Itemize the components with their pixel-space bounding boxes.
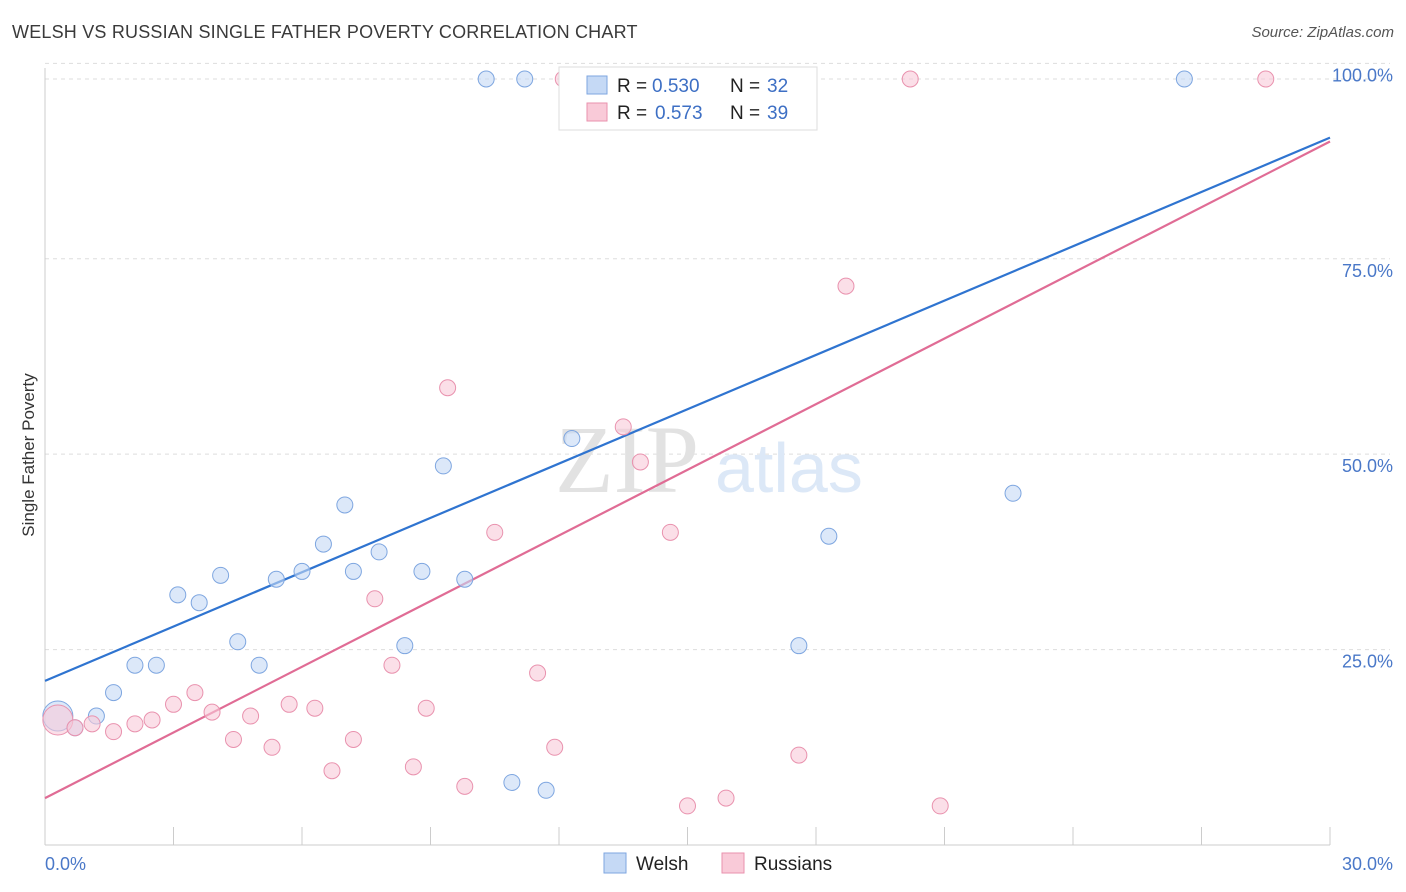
trend-line-welsh	[44, 136, 1331, 682]
point-russians	[456, 777, 474, 795]
y-axis-label: Single Father Poverty	[19, 373, 38, 537]
point-russians	[614, 418, 632, 436]
tick-labels: 25.0% 50.0% 75.0% 100.0% 0.0% 30.0%	[45, 65, 1393, 874]
point-welsh	[413, 562, 431, 580]
bottom-legend-welsh: Welsh	[636, 854, 688, 875]
point-welsh	[820, 527, 838, 545]
legend-russian-n-label: N =	[730, 103, 760, 124]
point-russians	[439, 379, 457, 397]
legend-welsh-r-value: 0.530	[652, 76, 700, 97]
point-russians	[126, 715, 144, 733]
point-russians	[1257, 70, 1275, 88]
point-russians	[486, 523, 504, 541]
point-welsh	[212, 566, 230, 584]
point-welsh	[370, 543, 388, 561]
point-welsh	[314, 535, 332, 553]
point-welsh	[516, 70, 534, 88]
point-russians	[931, 797, 949, 815]
point-welsh	[293, 562, 311, 580]
legend-russian-n-value: 39	[767, 103, 788, 124]
bottom-legend-swatch-russians	[721, 852, 745, 874]
point-welsh	[336, 496, 354, 514]
point-russians	[143, 711, 161, 729]
watermark-atlas: atlas	[715, 429, 863, 507]
point-welsh	[190, 594, 208, 612]
point-welsh	[503, 773, 521, 791]
point-russians	[323, 762, 341, 780]
point-russians	[263, 738, 281, 756]
point-russians	[83, 715, 101, 733]
legend-swatch-welsh	[586, 75, 608, 95]
point-russians	[105, 723, 123, 741]
legend-welsh-n-value: 32	[767, 76, 788, 97]
point-welsh	[344, 562, 362, 580]
point-welsh	[563, 430, 581, 448]
x-tick-label: 30.0%	[1342, 854, 1393, 874]
point-welsh	[105, 684, 123, 702]
point-welsh	[396, 637, 414, 655]
point-welsh	[790, 637, 808, 655]
point-russians	[344, 730, 362, 748]
y-tick-label: 75.0%	[1342, 261, 1393, 281]
point-russians	[280, 695, 298, 713]
point-russians	[717, 789, 735, 807]
point-russians	[203, 703, 221, 721]
point-russians	[679, 797, 696, 815]
point-russians	[165, 695, 182, 713]
point-russians	[661, 523, 679, 541]
point-russians	[837, 277, 855, 295]
top-legend: R = 0.530 N = 32 R = 0.573 N = 39	[558, 66, 818, 131]
point-russians	[631, 453, 649, 471]
legend-welsh-n-label: N =	[730, 76, 760, 97]
point-russians	[404, 758, 422, 776]
bottom-legend-russians: Russians	[754, 854, 832, 875]
bottom-legend-swatch-welsh	[603, 852, 627, 874]
point-russians	[366, 590, 384, 608]
y-tick-label: 25.0%	[1342, 652, 1393, 672]
point-welsh	[229, 633, 247, 651]
trend-lines	[44, 136, 1331, 800]
point-welsh	[267, 570, 285, 588]
point-russians	[186, 684, 204, 702]
point-welsh	[1175, 70, 1193, 88]
chart-title: WELSH VS RUSSIAN SINGLE FATHER POVERTY C…	[12, 22, 638, 42]
point-russians	[417, 699, 435, 717]
grid-lines	[45, 62, 1390, 651]
point-welsh	[169, 586, 187, 604]
point-russians	[66, 719, 84, 737]
legend-russian-r-value: 0.573	[655, 103, 703, 124]
source-label: Source: ZipAtlas.com	[1251, 24, 1394, 41]
point-welsh	[1004, 484, 1022, 502]
point-welsh	[456, 570, 474, 588]
bottom-legend: Welsh Russians	[603, 852, 832, 875]
legend-welsh-r-label: R =	[617, 76, 647, 97]
point-welsh	[434, 457, 452, 475]
point-russians	[306, 699, 324, 717]
point-russians	[901, 70, 919, 88]
point-welsh	[537, 781, 555, 799]
point-welsh	[250, 656, 268, 674]
point-russians	[242, 707, 260, 725]
point-welsh	[477, 70, 495, 88]
point-russians	[383, 656, 401, 674]
point-welsh	[126, 656, 144, 674]
legend-russian-r-label: R =	[617, 103, 647, 124]
point-russians	[790, 746, 808, 764]
y-tick-label: 100.0%	[1332, 65, 1393, 85]
x-tick-label: 0.0%	[45, 854, 86, 874]
trend-line-russians	[44, 140, 1331, 800]
legend-swatch-russian	[586, 102, 608, 122]
y-tick-label: 50.0%	[1342, 456, 1393, 476]
point-russians	[224, 730, 242, 748]
point-russians	[529, 664, 547, 682]
point-welsh	[147, 656, 165, 674]
point-russians	[546, 738, 564, 756]
